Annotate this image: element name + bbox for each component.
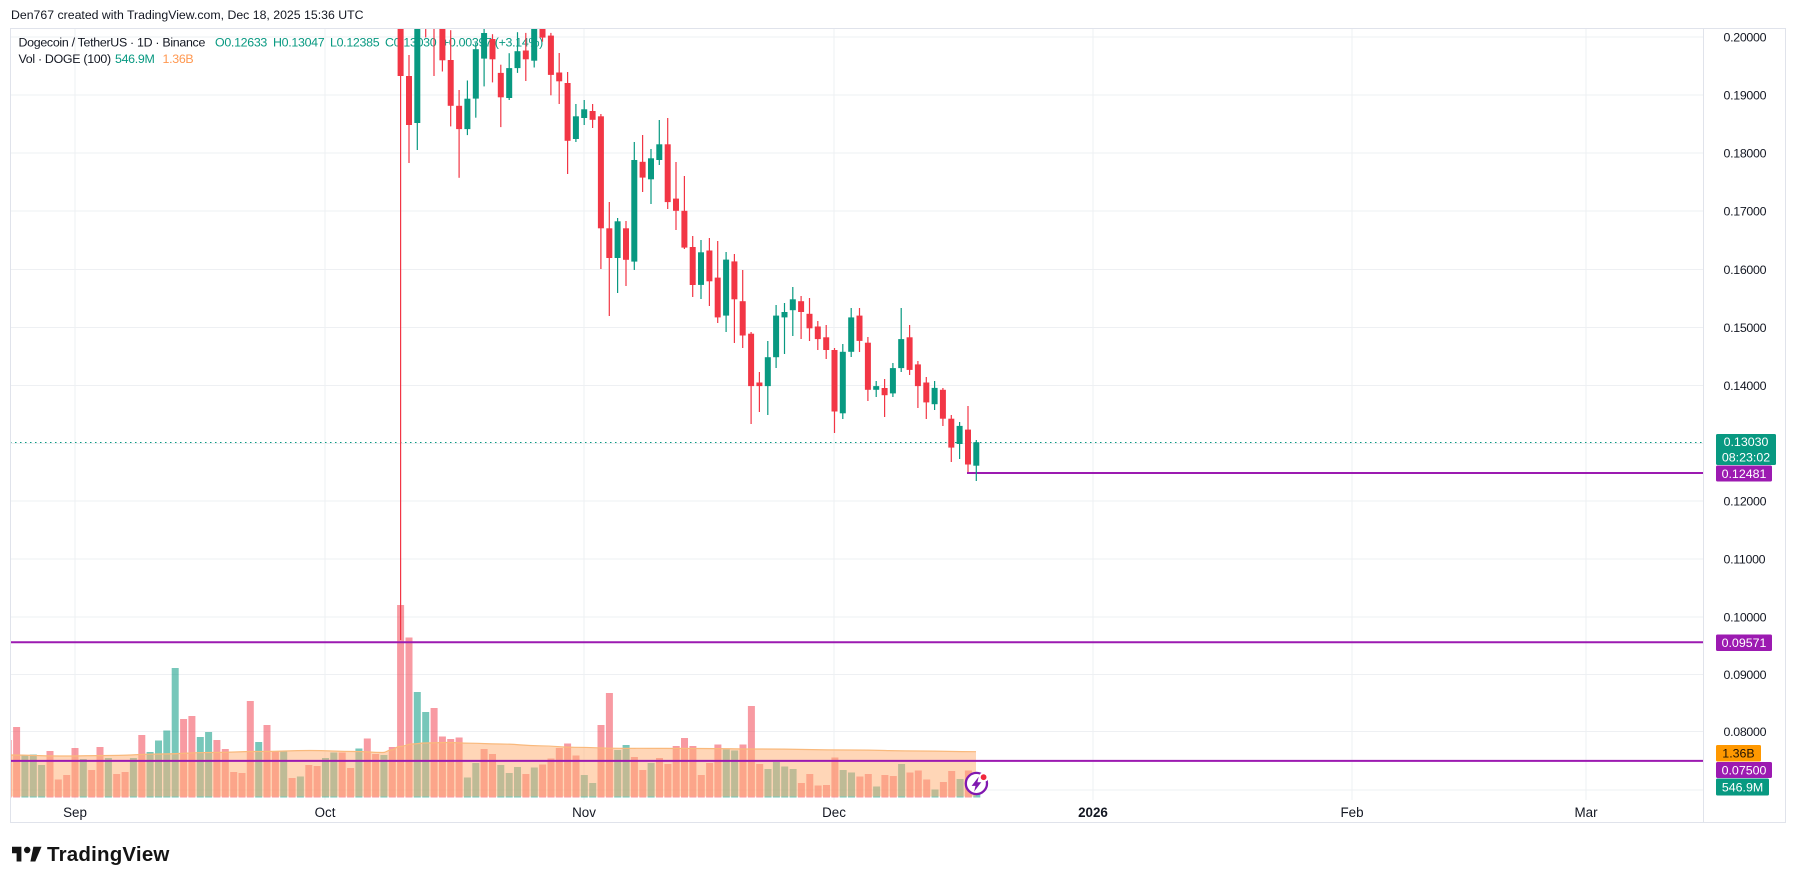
svg-text:0.09571: 0.09571 — [1722, 636, 1767, 650]
svg-text:0.20000: 0.20000 — [1724, 30, 1767, 44]
svg-text:H0.13047: H0.13047 — [273, 35, 325, 49]
svg-text:0.11000: 0.11000 — [1724, 552, 1766, 566]
svg-text:0.08000: 0.08000 — [1724, 725, 1767, 739]
svg-text:Nov: Nov — [572, 805, 596, 820]
svg-text:1.36B: 1.36B — [1722, 747, 1754, 761]
svg-text:2026: 2026 — [1078, 805, 1108, 820]
svg-text:0.19000: 0.19000 — [1724, 88, 1767, 102]
svg-text:O0.12633: O0.12633 — [215, 35, 267, 49]
svg-text:546.9M: 546.9M — [1722, 780, 1763, 794]
svg-text:0.14000: 0.14000 — [1724, 379, 1767, 393]
svg-text:0.10000: 0.10000 — [1724, 610, 1767, 624]
svg-text:Sep: Sep — [63, 805, 87, 820]
svg-text:Dec: Dec — [822, 805, 846, 820]
svg-text:Feb: Feb — [1340, 805, 1363, 820]
svg-text:0.15000: 0.15000 — [1724, 321, 1767, 335]
svg-text:546.9M: 546.9M — [115, 52, 155, 66]
svg-text:L0.12385: L0.12385 — [330, 35, 380, 49]
svg-text:0.12000: 0.12000 — [1724, 494, 1767, 508]
svg-text:0.17000: 0.17000 — [1724, 204, 1767, 218]
svg-text:C0.13030: C0.13030 — [385, 35, 437, 49]
svg-text:0.09000: 0.09000 — [1724, 668, 1767, 682]
svg-text:TradingView: TradingView — [47, 843, 170, 866]
svg-text:Oct: Oct — [315, 805, 336, 820]
svg-text:0.07500: 0.07500 — [1722, 763, 1767, 777]
svg-text:Dogecoin / TetherUS · 1D · Bin: Dogecoin / TetherUS · 1D · Binance — [19, 35, 206, 49]
svg-text:0.18000: 0.18000 — [1724, 146, 1767, 160]
svg-text:Den767 created with TradingVie: Den767 created with TradingView.com, Dec… — [11, 8, 364, 22]
svg-text:Vol · DOGE (100): Vol · DOGE (100) — [19, 52, 111, 66]
svg-text:0.16000: 0.16000 — [1724, 263, 1767, 277]
svg-text:08:23:02: 08:23:02 — [1722, 451, 1770, 465]
svg-text:Mar: Mar — [1574, 805, 1598, 820]
svg-text:0.13030: 0.13030 — [1724, 435, 1769, 449]
svg-text:1.36B: 1.36B — [163, 52, 194, 66]
svg-text:0.12481: 0.12481 — [1722, 467, 1767, 481]
